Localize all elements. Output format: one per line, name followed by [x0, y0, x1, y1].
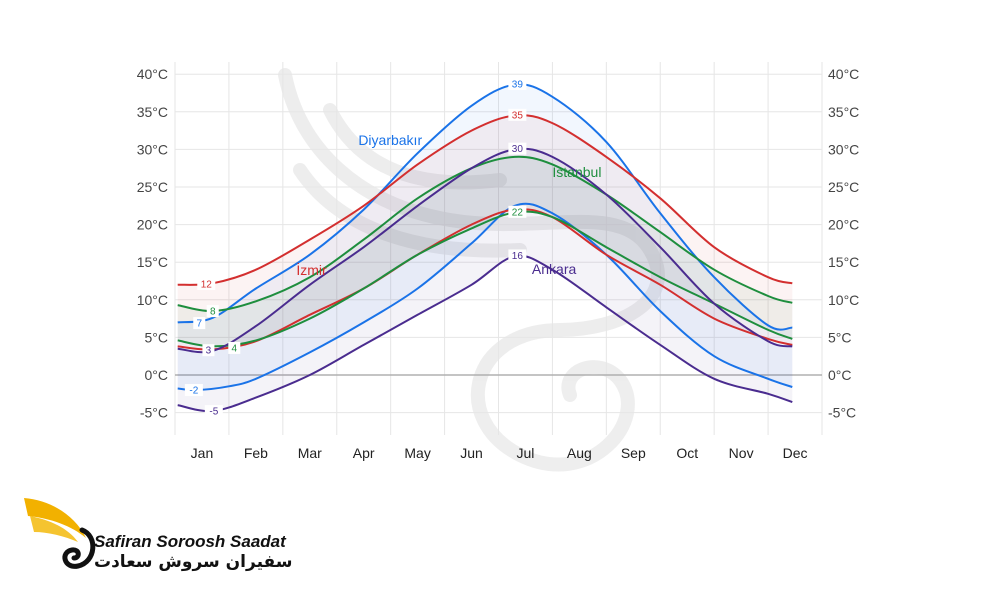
series-line	[177, 147, 793, 354]
y-tick-label-left: 15°C	[137, 254, 168, 270]
value-label: -2	[189, 386, 198, 397]
swan-wing-logo-icon	[24, 498, 96, 569]
value-label-bg	[508, 108, 527, 121]
value-label-bg	[228, 341, 241, 354]
series-name-label: Diyarbakır	[358, 132, 422, 148]
y-tick-label-right: 40°C	[828, 66, 859, 82]
series-name-label: İzmir	[296, 261, 327, 278]
y-tick-label-right: 20°C	[828, 217, 859, 233]
series-line	[177, 83, 793, 331]
value-label: 7	[196, 319, 202, 330]
value-label: 8	[210, 307, 216, 318]
value-label-bg	[204, 405, 223, 418]
y-tick-label-right: 35°C	[828, 104, 859, 120]
series-line	[177, 254, 793, 413]
range-band	[177, 84, 793, 391]
value-label-bg	[184, 384, 203, 397]
y-tick-label-left: 25°C	[137, 179, 168, 195]
x-tick-label: Jun	[460, 445, 483, 461]
watermark-swan-icon	[278, 68, 665, 472]
y-tick-label-left: 30°C	[137, 141, 168, 157]
x-tick-label: Aug	[567, 445, 592, 461]
y-tick-label-left: 20°C	[137, 217, 168, 233]
x-tick-label: Nov	[729, 445, 754, 461]
y-tick-label-right: 30°C	[828, 141, 859, 157]
value-label-bg	[197, 278, 216, 291]
value-label: 39	[512, 79, 524, 90]
chart-labels: 39 35 30 22 16 12 87 3 4 -2 -5 Diyarbakır İstanbul İz…	[184, 77, 601, 418]
range-bands	[177, 84, 793, 412]
series-line	[177, 114, 793, 286]
series-name-label: İstanbul	[552, 163, 601, 180]
brand-logo-block: Safiran Soroosh Saadat سفیران سروش سعادت	[20, 490, 300, 580]
x-tick-label: Jul	[517, 445, 535, 461]
range-band	[177, 156, 793, 347]
series-line	[177, 210, 793, 348]
value-label: 35	[512, 110, 524, 121]
value-label: 12	[201, 280, 213, 291]
x-tick-label: Dec	[783, 445, 808, 461]
series-lines	[177, 83, 793, 413]
y-tick-label-right: 25°C	[828, 179, 859, 195]
y-tick-label-left: 35°C	[137, 104, 168, 120]
value-label: 3	[206, 346, 212, 357]
y-tick-label-right: 10°C	[828, 292, 859, 308]
brand-name-persian: سفیران سروش سعادت	[94, 552, 293, 572]
y-tick-label-left: 10°C	[137, 292, 168, 308]
series-line	[177, 202, 793, 392]
x-tick-label: Apr	[353, 445, 375, 461]
x-tick-label: Mar	[298, 445, 322, 461]
value-label-bg	[193, 317, 206, 330]
x-tick-label: May	[404, 445, 430, 461]
value-label-bg	[206, 305, 219, 318]
y-tick-label-left: 5°C	[145, 329, 169, 345]
x-tick-label: Sep	[621, 445, 646, 461]
value-label-bg	[202, 344, 215, 357]
x-tick-label: Jan	[191, 445, 214, 461]
range-band	[177, 115, 793, 350]
brand-name-english: Safiran Soroosh Saadat	[94, 532, 286, 551]
y-tick-label-left: 0°C	[145, 367, 169, 383]
value-label-bg	[508, 142, 527, 155]
value-label-bg	[508, 77, 527, 90]
value-label-bg	[508, 249, 527, 262]
y-tick-label-right: 5°C	[828, 329, 852, 345]
value-label: 16	[512, 251, 524, 262]
value-label-bg	[508, 205, 527, 218]
y-tick-label-left: 40°C	[137, 66, 168, 82]
axis-labels: 40°C 40°C35°C 35°C30°C 30°C25°C 25°C20°C 20°C…	[137, 66, 860, 461]
y-tick-label-left: -5°C	[140, 405, 168, 421]
y-tick-label-right: -5°C	[828, 405, 856, 421]
value-label: 4	[232, 343, 238, 354]
value-label: -5	[209, 407, 218, 418]
value-label: 30	[512, 144, 524, 155]
range-band	[177, 148, 793, 412]
series-line	[177, 155, 793, 313]
value-label: 22	[512, 207, 524, 218]
y-tick-label-right: 15°C	[828, 254, 859, 270]
y-tick-label-right: 0°C	[828, 367, 852, 383]
x-tick-label: Feb	[244, 445, 268, 461]
x-tick-label: Oct	[676, 445, 698, 461]
series-name-label: Ankara	[532, 261, 577, 277]
